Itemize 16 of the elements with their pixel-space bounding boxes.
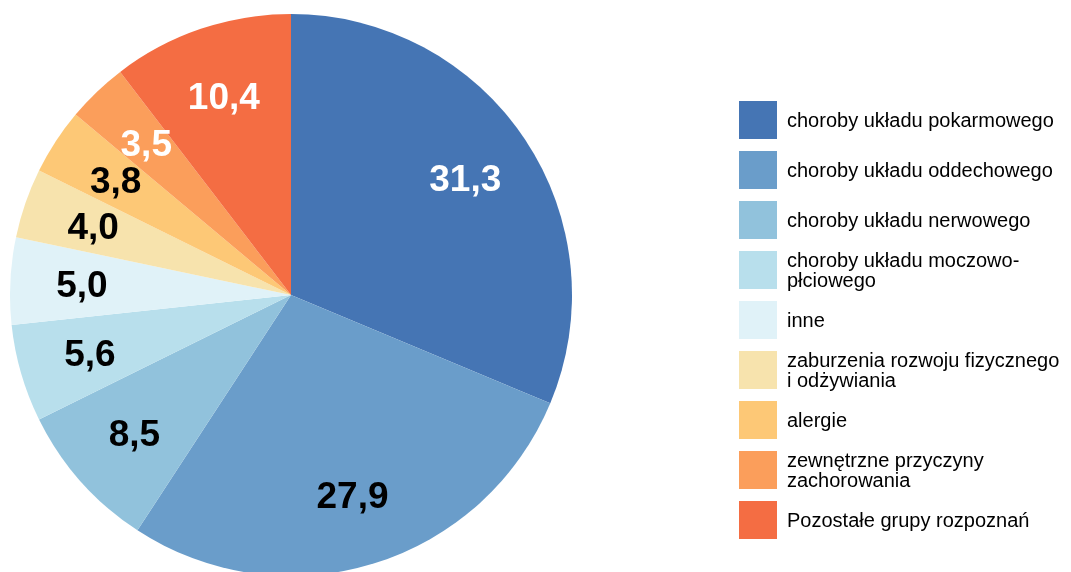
data-label: 5,0 — [56, 263, 108, 305]
data-label: 27,9 — [316, 474, 389, 516]
legend-label: zaburzenia rozwoju fizycznego i odżywiania — [787, 349, 1060, 391]
legend-label: choroby układu nerwowego — [787, 209, 1031, 231]
legend-label: choroby układu oddechowego — [787, 159, 1053, 181]
data-label: 8,5 — [108, 413, 161, 455]
data-label: 4,0 — [67, 206, 119, 248]
legend-label: choroby układu pokarmowego — [787, 109, 1054, 131]
legend-label: inne — [787, 309, 825, 331]
data-label: 5,6 — [64, 332, 116, 374]
data-label: 31,3 — [429, 158, 502, 200]
legend-label: alergie — [787, 409, 848, 431]
data-label: 10,4 — [187, 76, 261, 118]
legend-label: choroby układu moczowo-płciowego — [787, 249, 1020, 291]
legend-label: Pozostałe grupy rozpoznań — [787, 509, 1030, 531]
legend-label: zewnętrzne przyczyny zachorowania — [787, 449, 984, 491]
